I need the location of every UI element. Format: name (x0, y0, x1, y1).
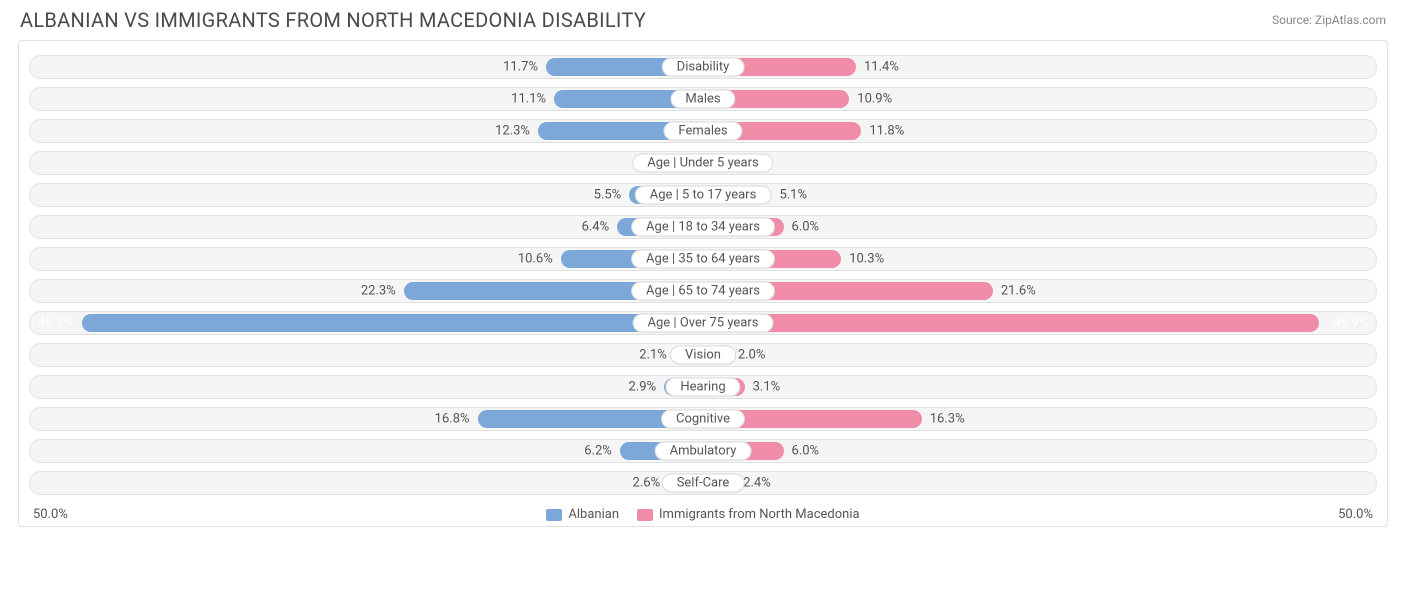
value-right: 3.1% (753, 380, 781, 395)
category-label: Vision (670, 346, 736, 365)
value-right: 6.0% (792, 220, 820, 235)
chart-row: 6.4% 6.0% Age | 18 to 34 years (29, 215, 1377, 239)
category-label: Age | Under 5 years (632, 154, 773, 173)
legend-item-left: Albanian (546, 507, 619, 522)
chart-row: 46.3% 45.9% Age | Over 75 years (29, 311, 1377, 335)
chart-row: 22.3% 21.6% Age | 65 to 74 years (29, 279, 1377, 303)
category-label: Age | 5 to 17 years (635, 186, 772, 205)
chart-row: 2.9% 3.1% Hearing (29, 375, 1377, 399)
legend: Albanian Immigrants from North Macedonia (546, 507, 859, 522)
legend-label-left: Albanian (568, 507, 619, 522)
chart-row: 1.1%1.3%Age | Under 5 years (29, 151, 1377, 175)
axis-left-max: 50.0% (33, 507, 68, 522)
value-left: 6.2% (584, 444, 612, 459)
value-left: 11.7% (503, 60, 538, 75)
value-right: 10.9% (857, 92, 892, 107)
category-label: Age | 65 to 74 years (631, 282, 775, 301)
chart-row: 5.5% 5.1% Age | 5 to 17 years (29, 183, 1377, 207)
diverging-bar-chart: 11.7% 11.4% Disability 11.1% 10.9% Males 12.3%… (18, 40, 1388, 527)
category-label: Age | 35 to 64 years (631, 250, 775, 269)
legend-swatch-left (546, 509, 562, 521)
chart-row: 12.3% 11.8% Females (29, 119, 1377, 143)
bar-left (82, 314, 703, 332)
legend-swatch-right (637, 509, 653, 521)
chart-row: 10.6% 10.3% Age | 35 to 64 years (29, 247, 1377, 271)
value-left: 46.3% (38, 316, 73, 331)
chart-row: 2.6% 2.4%Self-Care (29, 471, 1377, 495)
value-left: 2.6% (633, 476, 661, 491)
value-right: 10.3% (849, 252, 884, 267)
value-right: 45.9% (1333, 316, 1368, 331)
chart-row: 16.8% 16.3% Cognitive (29, 407, 1377, 431)
category-label: Hearing (665, 378, 740, 397)
value-left: 5.5% (594, 188, 622, 203)
value-left: 22.3% (361, 284, 396, 299)
chart-row: 6.2% 6.0% Ambulatory (29, 439, 1377, 463)
category-label: Self-Care (662, 474, 745, 493)
value-left: 12.3% (495, 124, 530, 139)
value-right: 2.0% (738, 348, 766, 363)
legend-label-right: Immigrants from North Macedonia (659, 507, 860, 522)
chart-title: ALBANIAN VS IMMIGRANTS FROM NORTH MACEDO… (20, 8, 646, 32)
value-left: 11.1% (511, 92, 546, 107)
category-label: Age | 18 to 34 years (631, 218, 775, 237)
category-label: Ambulatory (655, 442, 752, 461)
category-label: Males (670, 90, 735, 109)
value-right: 6.0% (792, 444, 820, 459)
value-right: 5.1% (779, 188, 807, 203)
value-right: 2.4% (743, 476, 771, 491)
bar-right (703, 314, 1319, 332)
category-label: Females (663, 122, 742, 141)
value-right: 21.6% (1001, 284, 1036, 299)
axis-right-max: 50.0% (1338, 507, 1373, 522)
value-left: 10.6% (518, 252, 553, 267)
value-left: 2.1% (639, 348, 667, 363)
legend-item-right: Immigrants from North Macedonia (637, 507, 860, 522)
value-left: 16.8% (435, 412, 470, 427)
value-left: 2.9% (629, 380, 657, 395)
category-label: Cognitive (661, 410, 745, 429)
chart-row: 2.1% 2.0%Vision (29, 343, 1377, 367)
source-attribution: Source: ZipAtlas.com (1272, 13, 1386, 27)
value-left: 6.4% (582, 220, 610, 235)
value-right: 16.3% (930, 412, 965, 427)
category-label: Disability (662, 58, 745, 77)
chart-row: 11.7% 11.4% Disability (29, 55, 1377, 79)
value-right: 11.8% (869, 124, 904, 139)
value-right: 11.4% (864, 60, 899, 75)
category-label: Age | Over 75 years (633, 314, 774, 333)
chart-row: 11.1% 10.9% Males (29, 87, 1377, 111)
